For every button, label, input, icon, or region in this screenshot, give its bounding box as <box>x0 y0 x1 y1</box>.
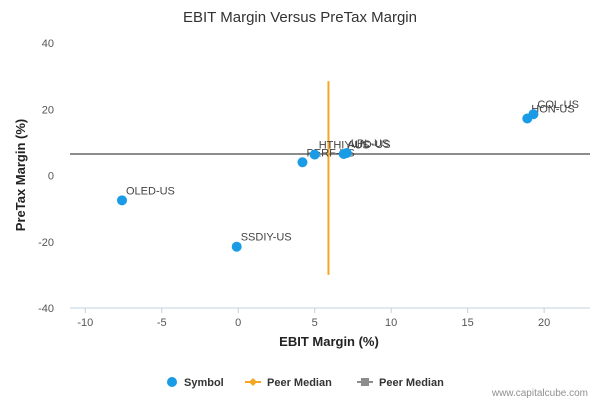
legend: Symbol Peer Median Peer Median <box>167 377 444 389</box>
y-tick-label: -40 <box>38 303 54 315</box>
data-point <box>341 147 352 158</box>
data-point-label: HON-US <box>531 104 574 116</box>
x-axis-title: EBIT Margin (%) <box>279 334 379 349</box>
legend-peer-median-y-square <box>361 378 369 386</box>
x-tick-label: -5 <box>157 317 167 329</box>
data-point-label: SSDIY-US <box>241 232 292 244</box>
legend-peer-median-x-diamond <box>249 378 257 386</box>
data-point <box>231 241 242 252</box>
data-point-label: OLED-US <box>126 185 175 197</box>
data-point <box>309 149 320 160</box>
legend-symbol-label: Symbol <box>184 377 224 389</box>
data-point <box>117 195 127 206</box>
y-axis-title: PreTax Margin (%) <box>13 119 28 231</box>
chart-title: EBIT Margin Versus PreTax Margin <box>183 9 417 26</box>
x-tick-label: 10 <box>385 317 397 329</box>
x-tick-label: -10 <box>77 317 93 329</box>
y-tick-label: 0 <box>48 171 54 183</box>
data-point-label: AUO-US <box>348 139 391 151</box>
y-tick-label: 20 <box>42 104 54 116</box>
data-point <box>297 157 308 168</box>
legend-peer-median-x-label: Peer Median <box>267 377 332 389</box>
y-tick-label: 40 <box>42 38 54 50</box>
data-point-label: LPL-US <box>351 138 390 150</box>
legend-symbol-marker <box>167 377 177 387</box>
data-point-label: COL-US <box>537 99 579 111</box>
data-point <box>528 109 539 120</box>
x-tick-label: 15 <box>462 317 474 329</box>
y-tick-label: -20 <box>38 237 54 249</box>
x-tick-label: 20 <box>538 317 550 329</box>
plot-area: -10 -5 0 5 10 15 20-40-2002040OLED-USSSDIY-USP… <box>38 38 590 329</box>
legend-peer-median-y-label: Peer Median <box>379 377 444 389</box>
x-tick-label: 5 <box>312 317 318 329</box>
x-tick-label: 0 <box>235 317 241 329</box>
credit-text: www.capitalcube.com <box>491 388 588 399</box>
data-point-label: HTHIY-US <box>319 140 370 152</box>
